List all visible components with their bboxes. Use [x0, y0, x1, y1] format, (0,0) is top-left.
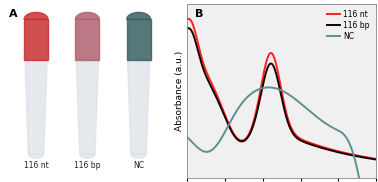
NC — [271, 87, 275, 89]
116 bp — [186, 27, 191, 29]
116 nt — [311, 143, 316, 145]
Text: B: B — [195, 9, 203, 19]
Polygon shape — [80, 154, 95, 158]
Polygon shape — [127, 12, 150, 19]
NC — [185, 136, 189, 138]
Polygon shape — [24, 12, 48, 19]
Polygon shape — [127, 19, 150, 60]
NC — [234, 111, 238, 113]
116 bp — [297, 138, 301, 141]
116 nt — [297, 136, 301, 139]
Text: 116 bp: 116 bp — [74, 161, 101, 170]
116 nt — [185, 18, 189, 20]
Text: A: A — [9, 9, 17, 19]
116 bp — [234, 137, 239, 139]
Line: NC: NC — [187, 87, 376, 182]
116 nt — [186, 18, 191, 20]
116 nt — [219, 104, 223, 106]
Polygon shape — [24, 19, 48, 60]
Polygon shape — [131, 154, 146, 158]
Text: 116 nt: 116 nt — [24, 161, 48, 170]
116 bp — [327, 149, 332, 151]
Legend: 116 nt, 116 bp, NC: 116 nt, 116 bp, NC — [324, 7, 372, 43]
Polygon shape — [75, 19, 99, 60]
Line: 116 nt: 116 nt — [187, 19, 376, 159]
Polygon shape — [127, 60, 150, 154]
NC — [266, 86, 271, 88]
Y-axis label: Absorbance (a.u.): Absorbance (a.u.) — [175, 51, 184, 131]
Polygon shape — [25, 60, 47, 154]
NC — [311, 113, 316, 116]
116 nt — [327, 148, 332, 150]
Polygon shape — [28, 154, 44, 158]
Line: 116 bp: 116 bp — [187, 28, 376, 160]
NC — [327, 125, 332, 127]
116 bp — [271, 64, 275, 66]
116 bp — [374, 159, 378, 161]
116 bp — [219, 107, 223, 109]
NC — [297, 101, 301, 103]
116 nt — [271, 54, 275, 56]
NC — [218, 138, 223, 141]
Polygon shape — [76, 60, 98, 154]
116 nt — [234, 136, 239, 138]
116 nt — [374, 158, 378, 160]
Polygon shape — [75, 12, 99, 19]
Text: NC: NC — [133, 161, 144, 170]
116 bp — [185, 27, 189, 29]
116 bp — [311, 144, 316, 147]
